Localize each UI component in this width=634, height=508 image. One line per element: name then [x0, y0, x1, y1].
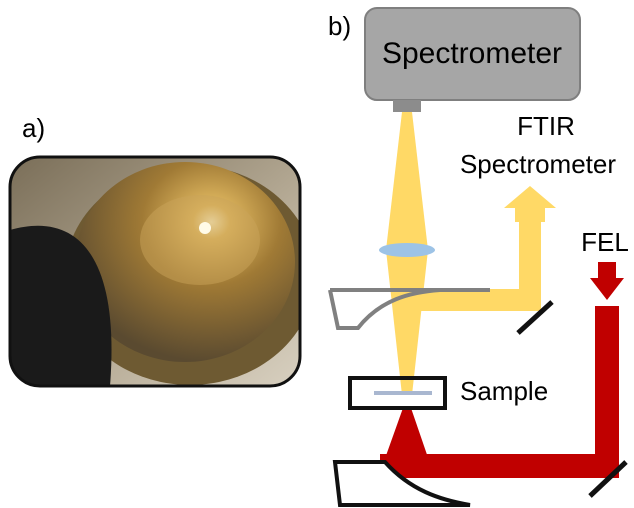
ftir-arrow	[504, 186, 556, 222]
figure: a) b) Spectrometer FTIR Spectrometer FEL…	[0, 0, 634, 508]
fel-label: FEL	[581, 227, 629, 257]
connector	[393, 100, 421, 112]
panel-label: a)	[22, 113, 45, 143]
ftir-label: FTIR	[517, 111, 575, 141]
lens	[379, 243, 435, 257]
photo	[10, 157, 315, 386]
ftir-label: Spectrometer	[460, 149, 616, 179]
panel-label: b)	[328, 11, 351, 41]
spectrometer-label: Spectrometer	[382, 37, 562, 70]
sample-label: Sample	[460, 376, 548, 406]
fel-arrow	[590, 262, 624, 300]
